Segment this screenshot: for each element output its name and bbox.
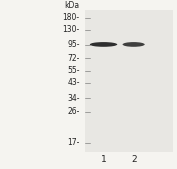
Text: 95-: 95- (67, 40, 80, 49)
Text: 1: 1 (101, 155, 106, 164)
Text: 130-: 130- (62, 25, 80, 34)
Text: 34-: 34- (67, 93, 80, 103)
Text: kDa: kDa (65, 1, 80, 10)
Text: 2: 2 (132, 155, 137, 164)
Text: 55-: 55- (67, 66, 80, 76)
Ellipse shape (122, 42, 145, 47)
Text: 17-: 17- (67, 138, 80, 147)
Text: 43-: 43- (67, 78, 80, 87)
Ellipse shape (90, 42, 117, 47)
Text: 72-: 72- (67, 54, 80, 63)
Text: 180-: 180- (62, 13, 80, 22)
Text: 26-: 26- (67, 107, 80, 116)
Bar (85, 10, 173, 152)
